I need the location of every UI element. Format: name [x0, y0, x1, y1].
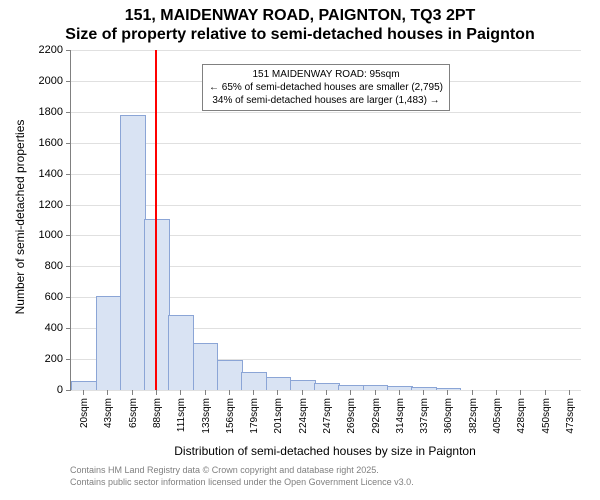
xtick-label: 156sqm: [225, 398, 236, 434]
ytick-mark: [66, 297, 71, 298]
xtick-mark: [520, 390, 521, 395]
annotation-line: 151 MAIDENWAY ROAD: 95sqm: [209, 68, 443, 81]
xtick-label: 247sqm: [322, 398, 333, 434]
histogram-bar: [168, 315, 194, 390]
histogram-bar: [241, 372, 267, 390]
xtick-label: 43sqm: [103, 398, 114, 428]
ytick-mark: [66, 81, 71, 82]
histogram-bar: [266, 377, 292, 390]
histogram-bar: [387, 386, 413, 390]
annotation-box: 151 MAIDENWAY ROAD: 95sqm← 65% of semi-d…: [202, 64, 450, 111]
xtick-label: 179sqm: [249, 398, 260, 434]
annotation-line: ← 65% of semi-detached houses are smalle…: [209, 81, 443, 94]
xtick-label: 382sqm: [468, 398, 479, 434]
gridline: [71, 112, 581, 113]
xtick-label: 111sqm: [176, 398, 187, 432]
xtick-label: 314sqm: [395, 398, 406, 434]
reference-line: [155, 50, 157, 390]
histogram-bar: [314, 383, 340, 390]
xtick-label: 88sqm: [152, 398, 163, 428]
ytick-label: 1200: [23, 199, 63, 211]
attribution: Contains HM Land Registry data © Crown c…: [70, 465, 414, 488]
xtick-label: 292sqm: [371, 398, 382, 434]
ytick-label: 600: [23, 291, 63, 303]
ytick-label: 400: [23, 322, 63, 334]
histogram-bar: [217, 360, 243, 390]
ytick-label: 800: [23, 260, 63, 272]
xtick-mark: [545, 390, 546, 395]
ytick-label: 2200: [23, 44, 63, 56]
xtick-label: 201sqm: [273, 398, 284, 434]
histogram-bar: [120, 115, 146, 390]
xtick-mark: [156, 390, 157, 395]
xtick-mark: [107, 390, 108, 395]
ytick-mark: [66, 390, 71, 391]
ytick-label: 1400: [23, 168, 63, 180]
ytick-mark: [66, 112, 71, 113]
xtick-mark: [447, 390, 448, 395]
histogram-bar: [96, 296, 122, 390]
xtick-label: 337sqm: [419, 398, 430, 434]
ytick-label: 200: [23, 353, 63, 365]
ytick-label: 0: [23, 384, 63, 396]
ytick-label: 1000: [23, 229, 63, 241]
x-axis-label: Distribution of semi-detached houses by …: [70, 444, 580, 458]
chart-container: 151, MAIDENWAY ROAD, PAIGNTON, TQ3 2PT S…: [0, 0, 600, 500]
xtick-mark: [83, 390, 84, 395]
ytick-mark: [66, 266, 71, 267]
gridline: [71, 205, 581, 206]
ytick-mark: [66, 205, 71, 206]
plot-area: 0200400600800100012001400160018002000220…: [70, 50, 581, 391]
xtick-mark: [205, 390, 206, 395]
xtick-mark: [229, 390, 230, 395]
xtick-mark: [302, 390, 303, 395]
ytick-mark: [66, 174, 71, 175]
ytick-label: 1600: [23, 137, 63, 149]
xtick-mark: [350, 390, 351, 395]
xtick-label: 405sqm: [492, 398, 503, 434]
ytick-label: 2000: [23, 75, 63, 87]
xtick-mark: [132, 390, 133, 395]
xtick-mark: [472, 390, 473, 395]
histogram-bar: [290, 380, 316, 390]
xtick-label: 133sqm: [201, 398, 212, 434]
xtick-mark: [253, 390, 254, 395]
xtick-mark: [375, 390, 376, 395]
xtick-label: 450sqm: [541, 398, 552, 434]
xtick-mark: [569, 390, 570, 395]
xtick-label: 269sqm: [346, 398, 357, 434]
xtick-label: 360sqm: [443, 398, 454, 434]
chart-title: 151, MAIDENWAY ROAD, PAIGNTON, TQ3 2PT S…: [0, 0, 600, 44]
ytick-mark: [66, 143, 71, 144]
attribution-line-1: Contains HM Land Registry data © Crown c…: [70, 465, 414, 477]
ytick-label: 1800: [23, 106, 63, 118]
xtick-label: 473sqm: [565, 398, 576, 434]
xtick-mark: [180, 390, 181, 395]
attribution-line-2: Contains public sector information licen…: [70, 477, 414, 489]
xtick-label: 20sqm: [79, 398, 90, 428]
xtick-label: 224sqm: [298, 398, 309, 434]
annotation-line: 34% of semi-detached houses are larger (…: [209, 94, 443, 107]
ytick-mark: [66, 359, 71, 360]
xtick-label: 65sqm: [128, 398, 139, 428]
ytick-mark: [66, 235, 71, 236]
title-line-1: 151, MAIDENWAY ROAD, PAIGNTON, TQ3 2PT: [0, 6, 600, 25]
xtick-mark: [399, 390, 400, 395]
gridline: [71, 50, 581, 51]
xtick-mark: [423, 390, 424, 395]
xtick-mark: [326, 390, 327, 395]
histogram-bar: [71, 381, 97, 390]
ytick-mark: [66, 328, 71, 329]
xtick-mark: [496, 390, 497, 395]
xtick-mark: [277, 390, 278, 395]
gridline: [71, 174, 581, 175]
title-line-2: Size of property relative to semi-detach…: [0, 25, 600, 44]
gridline: [71, 143, 581, 144]
xtick-label: 428sqm: [516, 398, 527, 434]
ytick-mark: [66, 50, 71, 51]
histogram-bar: [193, 343, 219, 390]
